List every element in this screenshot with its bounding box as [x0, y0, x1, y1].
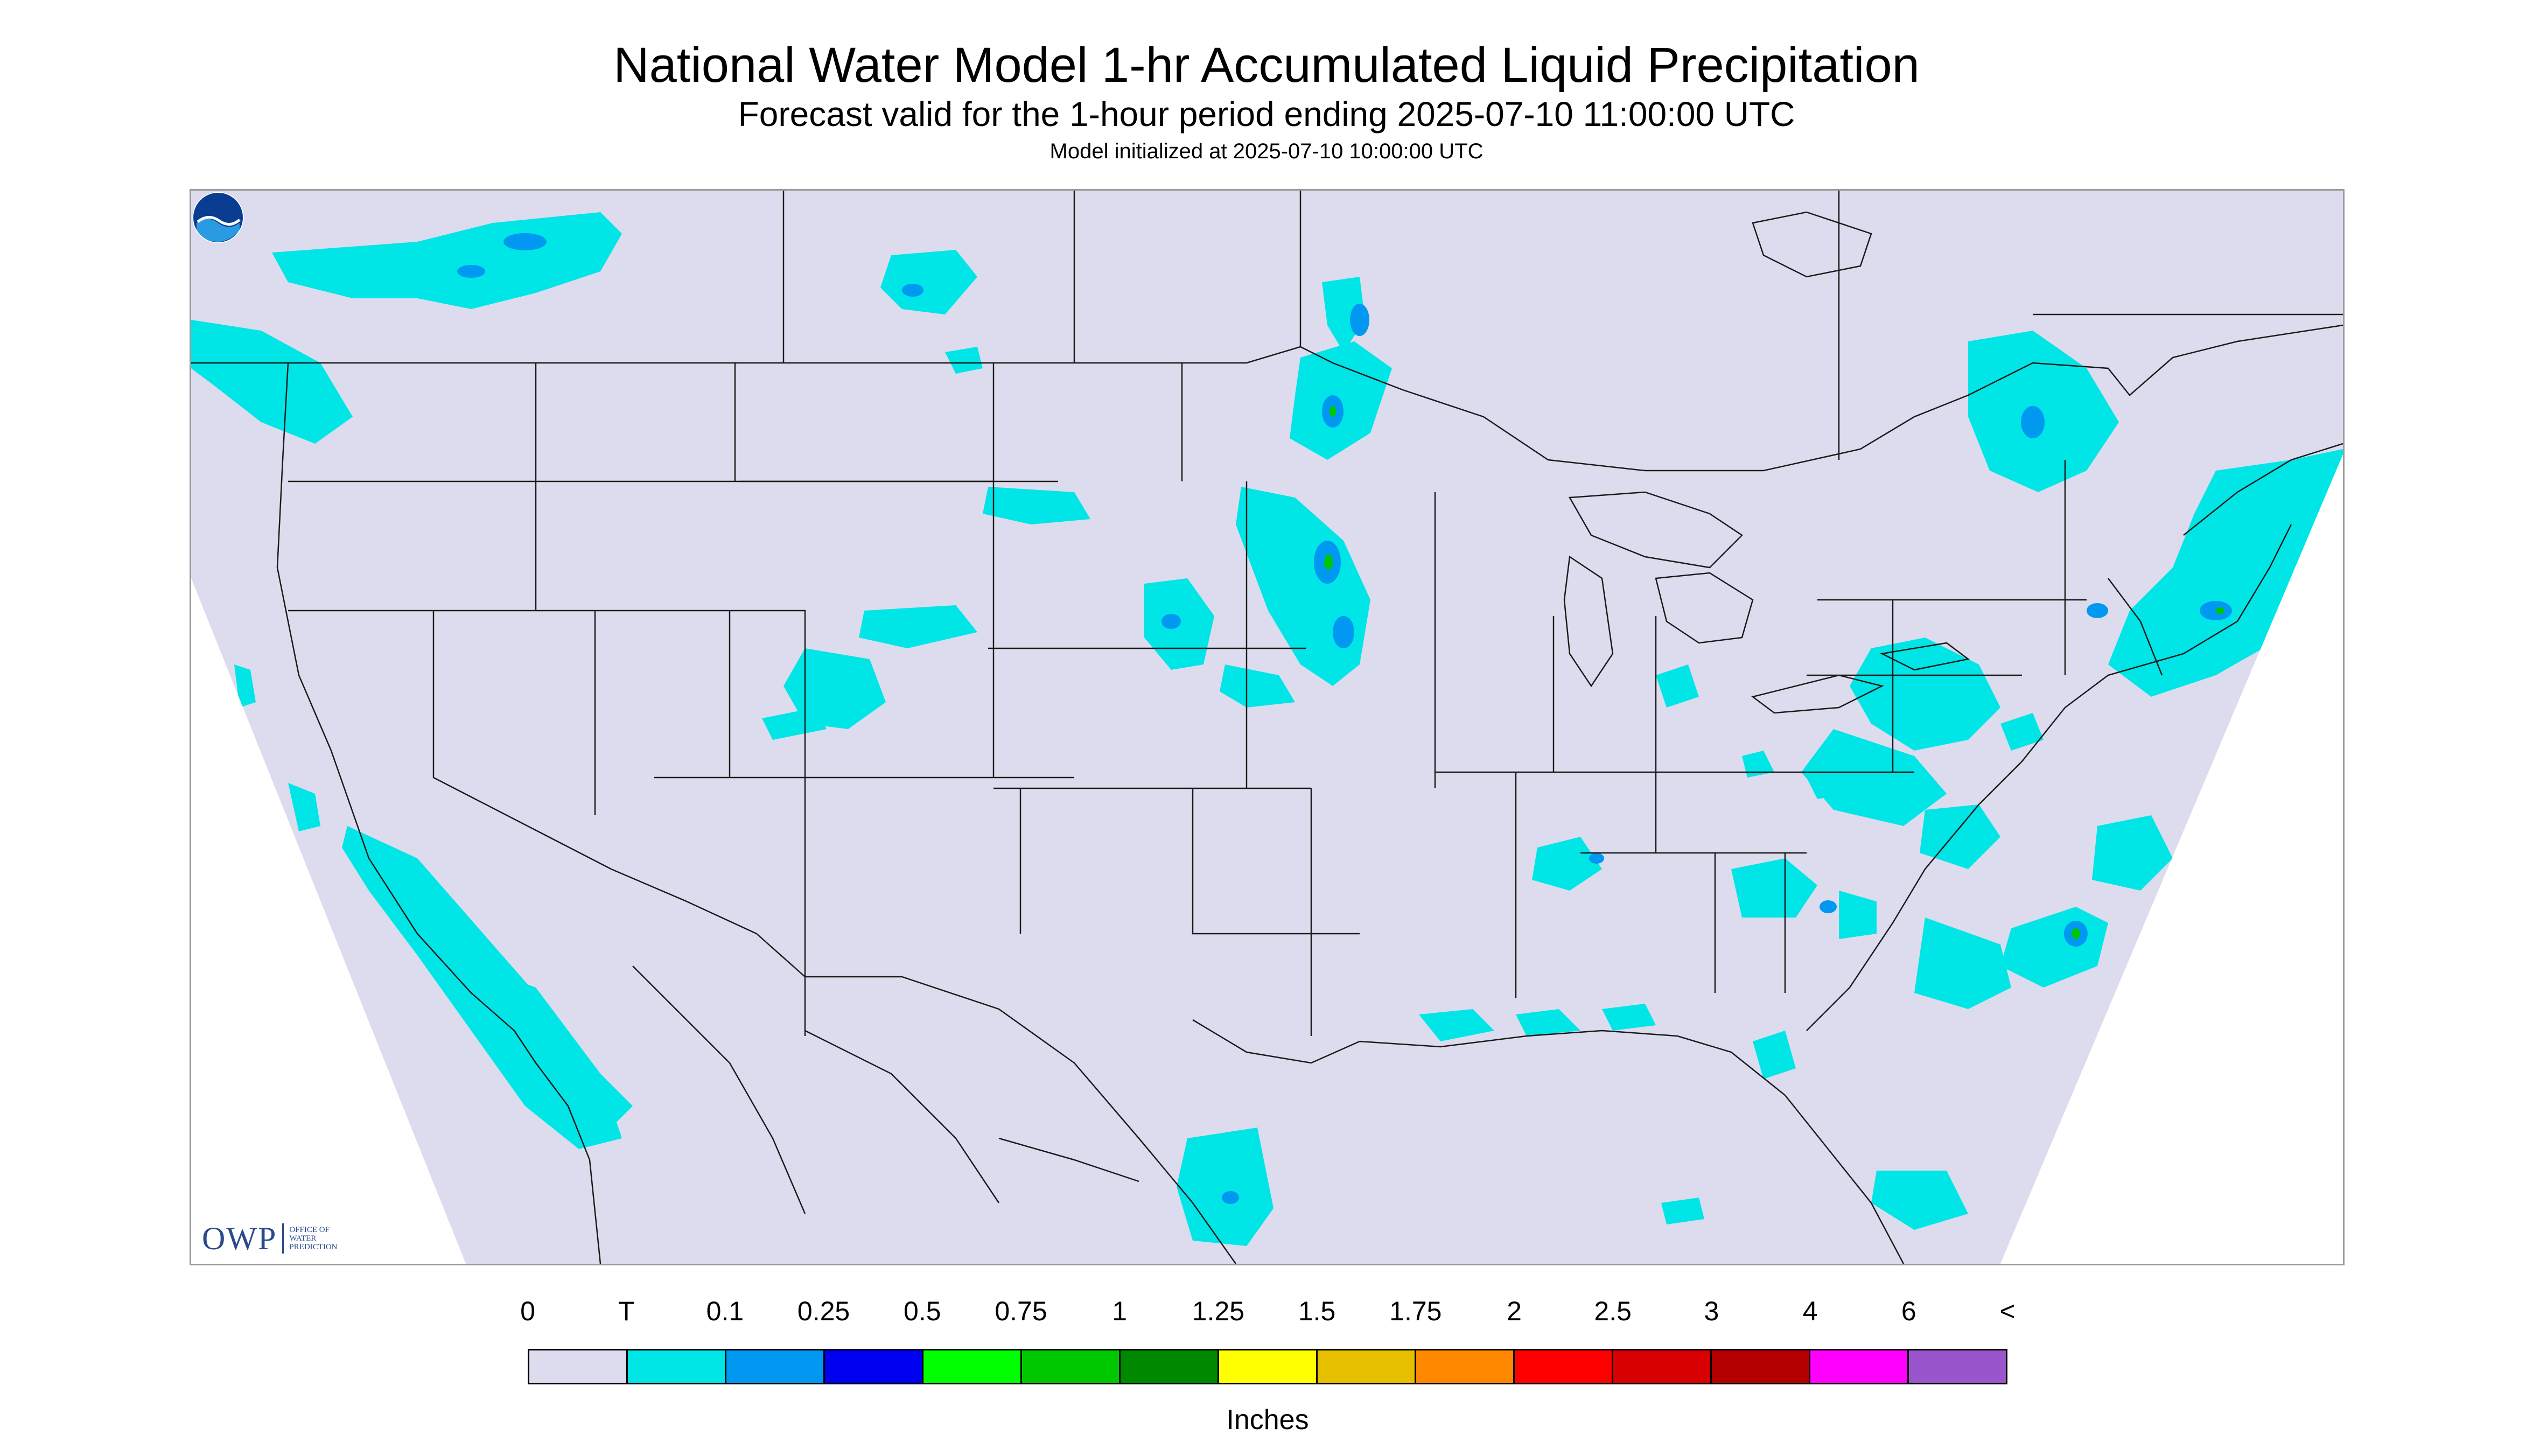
- owp-logo-divider: [282, 1223, 284, 1254]
- legend-units: Inches: [1226, 1404, 1309, 1436]
- legend-color-cell: [825, 1350, 923, 1383]
- legend-tick-label: 6: [1901, 1296, 1916, 1326]
- legend-tick-label: 1.75: [1389, 1296, 1442, 1326]
- legend-color-cell: [726, 1350, 825, 1383]
- legend-color-cell: [1121, 1350, 1219, 1383]
- precip-heavy-cores: [1324, 406, 2224, 939]
- forecast-valid-subtitle: Forecast valid for the 1-hour period end…: [738, 95, 1795, 134]
- precip-pacific-band: [234, 664, 633, 1149]
- legend-tick-label: 0.1: [706, 1296, 744, 1326]
- legend-tick-label: 2.5: [1594, 1296, 1632, 1326]
- owp-logo-subtext: OFFICE OF WATER PREDICTION: [289, 1226, 338, 1251]
- model-init-text: Model initialized at 2025-07-10 10:00:00…: [1049, 139, 1484, 163]
- legend-tick-label: 0.75: [995, 1296, 1047, 1326]
- legend-color-cell: [628, 1350, 726, 1383]
- legend-color-cell: [1909, 1350, 2006, 1383]
- legend-tick-label: 3: [1704, 1296, 1719, 1326]
- map-domain: [191, 191, 2343, 1264]
- legend-tick-label: 4: [1802, 1296, 1818, 1326]
- legend-color-cell: [1219, 1350, 1318, 1383]
- legend-color-cell: [923, 1350, 1022, 1383]
- noaa-logo: [192, 192, 244, 243]
- boundary-lines: [191, 191, 2343, 1264]
- precipitation-map[interactable]: OWP OFFICE OF WATER PREDICTION NOAA: [190, 189, 2345, 1265]
- legend-tick-label: 0.25: [797, 1296, 850, 1326]
- legend-tick-label: 1.5: [1298, 1296, 1336, 1326]
- legend-labels: 0 T 0.1 0.25 0.5 0.75 1 1.25 1.5 1.75 2 2.5 3 4 6 <: [520, 1295, 2016, 1327]
- legend-tick-label: 0: [520, 1296, 535, 1326]
- map-outside-mask-left: [191, 578, 466, 1264]
- legend-tick-label: 1: [1112, 1296, 1128, 1326]
- legend-color-cell: [1613, 1350, 1712, 1383]
- legend-color-cell: [1712, 1350, 1810, 1383]
- owp-logo: OWP OFFICE OF WATER PREDICTION: [202, 1220, 354, 1257]
- owp-logo-text: OWP: [202, 1220, 277, 1256]
- map-title: National Water Model 1-hr Accumulated Li…: [613, 38, 1920, 93]
- legend-color-cell: [1022, 1350, 1121, 1383]
- map-svg: [191, 191, 2343, 1264]
- legend-tick-label: 1.25: [1192, 1296, 1245, 1326]
- legend-color-cell: [1416, 1350, 1515, 1383]
- legend-tick-label: <: [1999, 1296, 2016, 1326]
- legend-tick-label: T: [618, 1296, 635, 1326]
- legend-color-cell: [1318, 1350, 1416, 1383]
- legend-color-cell: [1515, 1350, 1613, 1383]
- legend-colorbar: [528, 1349, 2007, 1384]
- legend-tick-label: 0.5: [904, 1296, 941, 1326]
- legend-color-cell: [529, 1350, 628, 1383]
- legend-color-cell: [1810, 1350, 1909, 1383]
- precip-legend: 0 T 0.1 0.25 0.5 0.75 1 1.25 1.5 1.75 2 2.5 3 4 6 < Inc…: [520, 1295, 2016, 1446]
- map-outside-mask-right: [2000, 454, 2343, 1264]
- legend-tick-label: 2: [1507, 1296, 1522, 1326]
- noaa-logo-text: NOAA: [2293, 1207, 2316, 1215]
